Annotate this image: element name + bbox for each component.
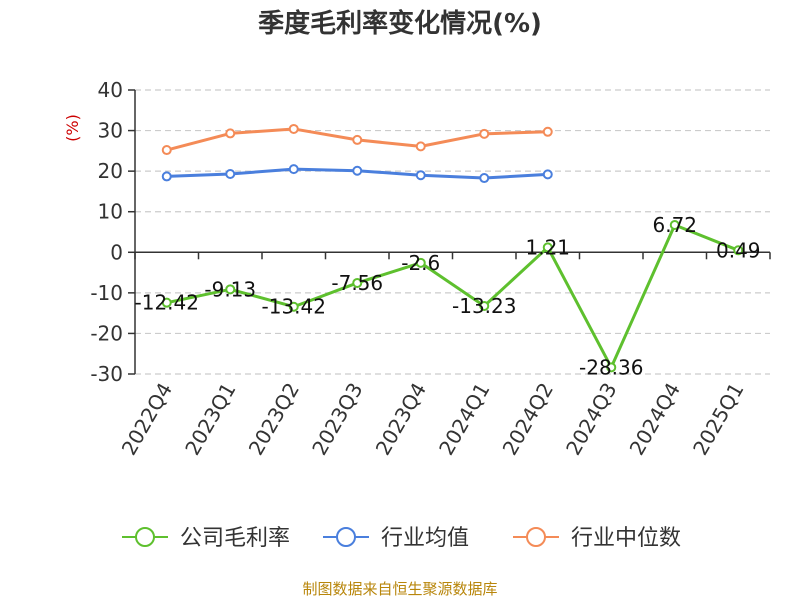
data-labels: -12.42-9.13-13.42-7.56 -2.6 -13.23 1.21 -28.…	[135, 213, 761, 379]
x-tick-label: 2024Q2	[498, 379, 558, 460]
chart-title: 季度毛利率变化情况(%)	[258, 8, 542, 39]
legend-marker	[135, 527, 155, 547]
data-label: 0.49	[716, 238, 761, 262]
x-tick-label: 2023Q3	[307, 379, 367, 460]
y-tick-label: -30	[90, 362, 123, 386]
x-tick-label: 2024Q4	[625, 379, 685, 460]
data-point[interactable]	[479, 300, 490, 311]
data-label: -2.6	[401, 251, 440, 275]
data-point[interactable]	[542, 126, 553, 137]
y-tick-label: -10	[90, 281, 123, 305]
data-label: 6.72	[652, 213, 697, 237]
data-point[interactable]	[288, 164, 299, 175]
data-label: -12.42	[135, 291, 199, 315]
data-point[interactable]	[415, 170, 426, 181]
y-tick-label: 10	[98, 200, 123, 224]
data-point[interactable]	[542, 169, 553, 180]
legend-item[interactable]: 行业均值	[323, 526, 469, 551]
x-tick-label: 2023Q2	[244, 379, 304, 460]
data-label: -7.56	[331, 271, 383, 295]
data-point[interactable]	[225, 284, 236, 295]
data-point[interactable]	[161, 171, 172, 182]
legend[interactable]: 公司毛利率 行业均值 行业中位数	[122, 526, 681, 551]
data-point[interactable]	[352, 277, 363, 288]
data-point[interactable]	[225, 128, 236, 139]
y-tick-label: 20	[98, 159, 123, 183]
data-point[interactable]	[479, 173, 490, 184]
series-line	[166, 223, 739, 369]
y-tick-label: 30	[98, 119, 123, 143]
data-point[interactable]	[288, 123, 299, 134]
data-label: -28.36	[579, 355, 643, 379]
x-tick-label: 2023Q1	[180, 379, 240, 460]
data-point[interactable]	[606, 362, 617, 373]
data-point[interactable]	[542, 242, 553, 253]
data-point[interactable]	[479, 128, 490, 139]
series-1	[161, 164, 553, 184]
legend-label: 行业中位数	[571, 526, 681, 551]
data-point[interactable]	[733, 245, 744, 256]
x-tick-label: 2025Q1	[688, 379, 748, 460]
series-2	[161, 123, 553, 156]
data-point[interactable]	[225, 168, 236, 179]
series-lines	[161, 123, 744, 373]
legend-label: 公司毛利率	[180, 526, 290, 551]
y-tick-label: 40	[98, 78, 123, 102]
x-tick-label: 2024Q1	[434, 379, 494, 460]
y-tick-label: 0	[110, 240, 123, 264]
y-axis-label: (%)	[63, 114, 82, 142]
data-label: -9.13	[204, 277, 256, 301]
data-point[interactable]	[161, 297, 172, 308]
legend-marker	[336, 527, 356, 547]
data-point[interactable]	[352, 165, 363, 176]
data-point[interactable]	[161, 145, 172, 156]
x-tick-label: 2023Q4	[371, 379, 431, 460]
x-tick-label: 2024Q3	[561, 379, 621, 460]
legend-item[interactable]: 行业中位数	[513, 526, 681, 551]
data-point[interactable]	[669, 220, 680, 231]
source-note: 制图数据来自恒生聚源数据库	[302, 580, 497, 598]
data-point[interactable]	[415, 141, 426, 152]
legend-label: 行业均值	[381, 526, 469, 551]
data-point[interactable]	[352, 134, 363, 145]
data-label: -13.42	[262, 295, 326, 319]
x-tick-label: 2022Q4	[117, 379, 177, 460]
legend-marker	[526, 527, 546, 547]
legend-item[interactable]: 公司毛利率	[122, 526, 290, 551]
y-tick-label: -20	[90, 321, 123, 345]
series-0	[161, 220, 744, 373]
data-label: -13.23	[452, 294, 516, 318]
data-label: 1.21	[525, 235, 570, 259]
data-point[interactable]	[288, 301, 299, 312]
data-point[interactable]	[415, 257, 426, 268]
